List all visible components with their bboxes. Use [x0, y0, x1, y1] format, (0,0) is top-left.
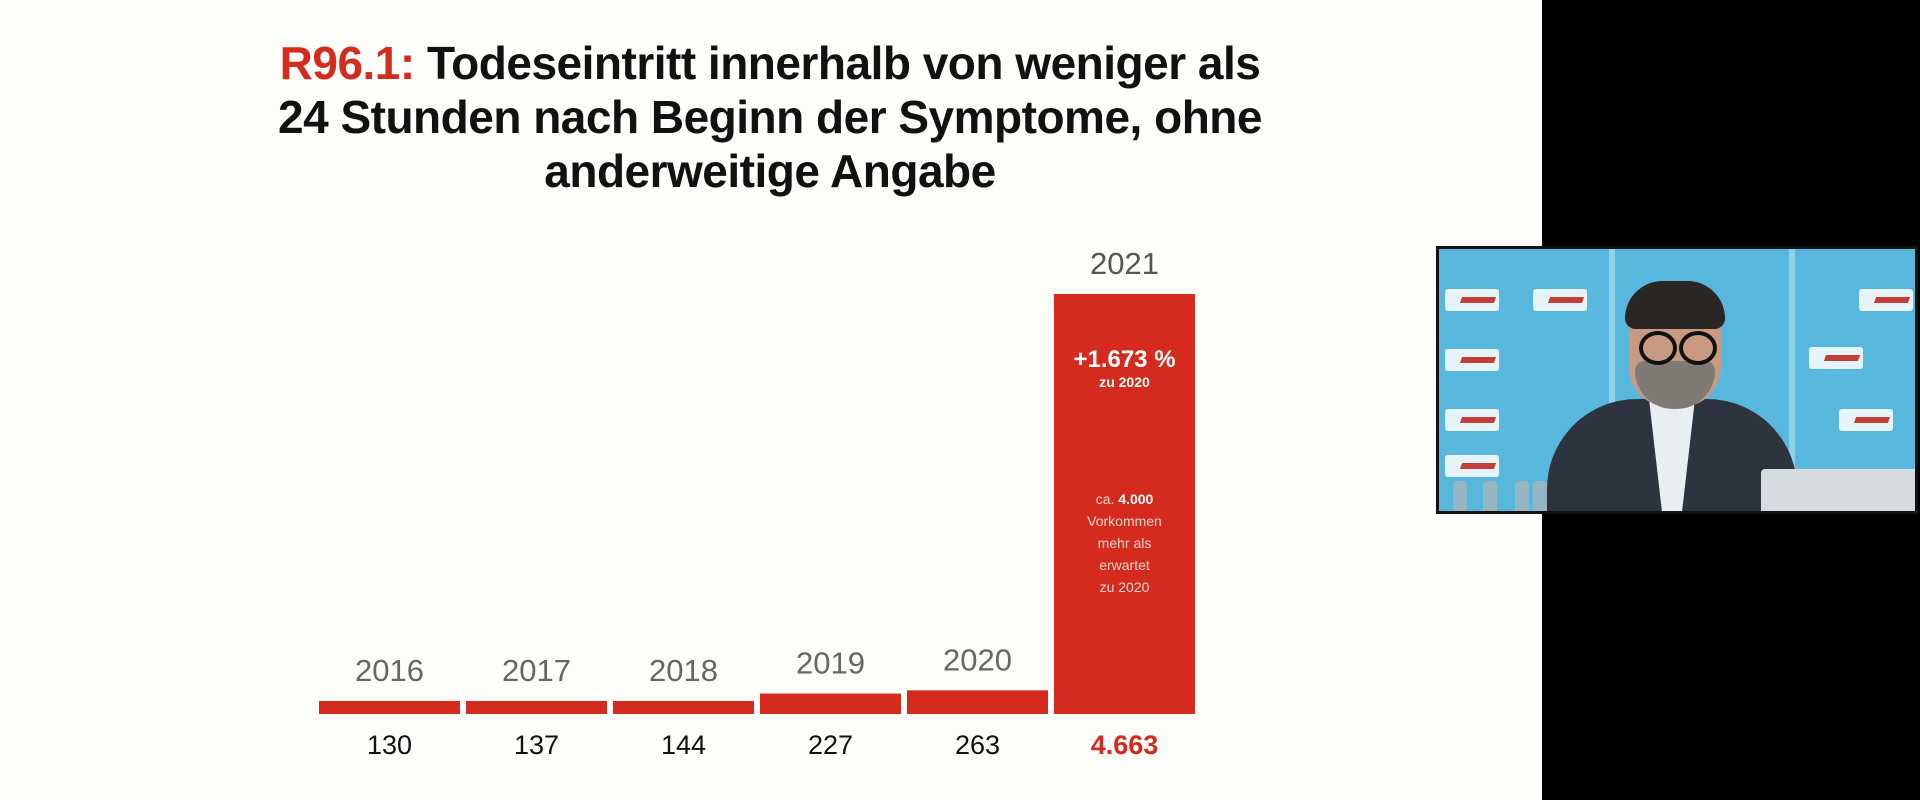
value-label-2021: 4.663 [1091, 730, 1159, 760]
glasses-icon [1679, 331, 1717, 365]
backdrop-logo-icon [1445, 455, 1499, 477]
annotation-excess-line-4: zu 2020 [1100, 579, 1150, 595]
category-label-2019: 2019 [796, 646, 865, 681]
bar-chart: 2016 130 2017 137 2018 144 2019 227 2020 263 2021 4… [319, 246, 1195, 760]
bar-2019 [760, 693, 901, 714]
category-label-2016: 2016 [355, 653, 424, 688]
backdrop-logo-icon [1445, 289, 1499, 311]
annotation-excess-line-2: mehr als [1098, 535, 1152, 551]
value-label-2018: 144 [661, 730, 706, 760]
bottle-icon [1533, 481, 1547, 511]
category-label-2021: 2021 [1090, 246, 1159, 281]
annotation-change: +1.673 % [1073, 346, 1175, 373]
bottle-icon [1515, 481, 1529, 511]
title-line-1: R96.1: Todeseintritt innerhalb von wenig… [180, 36, 1360, 90]
value-label-2017: 137 [514, 730, 559, 760]
backdrop-seam [1609, 249, 1615, 511]
category-label-2020: 2020 [943, 642, 1012, 677]
annotation-excess-line-3: erwartet [1099, 557, 1150, 573]
bar-2020 [907, 690, 1048, 714]
laptop-icon [1761, 469, 1915, 511]
bottle-icon [1483, 481, 1497, 511]
bar-2017 [466, 701, 607, 714]
value-label-2019: 227 [808, 730, 853, 760]
backdrop-seam [1789, 249, 1795, 511]
annotation-excess-first-line: ca. 4.000 [1096, 491, 1154, 507]
backdrop-logo-icon [1839, 409, 1893, 431]
slide-title: R96.1: Todeseintritt innerhalb von wenig… [180, 36, 1360, 198]
backdrop-logo-icon [1533, 289, 1587, 311]
webcam-inset [1436, 246, 1918, 514]
title-line-1-text: Todeseintritt innerhalb von weniger als [414, 37, 1261, 89]
bottle-icon [1453, 481, 1467, 511]
bar-2018 [613, 701, 754, 714]
glasses-icon [1639, 331, 1677, 365]
annotation-excess-line-1: Vorkommen [1087, 513, 1162, 529]
category-label-2018: 2018 [649, 653, 718, 688]
bar-2016 [319, 701, 460, 714]
category-label-2017: 2017 [502, 653, 571, 688]
speaker-hair [1625, 281, 1725, 329]
backdrop-logo-icon [1445, 349, 1499, 371]
title-code: R96.1: [279, 37, 416, 89]
slide-background [0, 0, 1542, 800]
backdrop-logo-icon [1859, 289, 1913, 311]
backdrop-logo-icon [1809, 347, 1863, 369]
value-label-2020: 263 [955, 730, 1000, 760]
value-label-2016: 130 [367, 730, 412, 760]
annotation-change-sub: zu 2020 [1099, 374, 1150, 390]
title-line-3: anderweitige Angabe [544, 145, 996, 197]
bar-2021 [1054, 294, 1195, 714]
title-line-2: 24 Stunden nach Beginn der Symptome, ohn… [278, 91, 1262, 143]
backdrop-logo-icon [1445, 409, 1499, 431]
